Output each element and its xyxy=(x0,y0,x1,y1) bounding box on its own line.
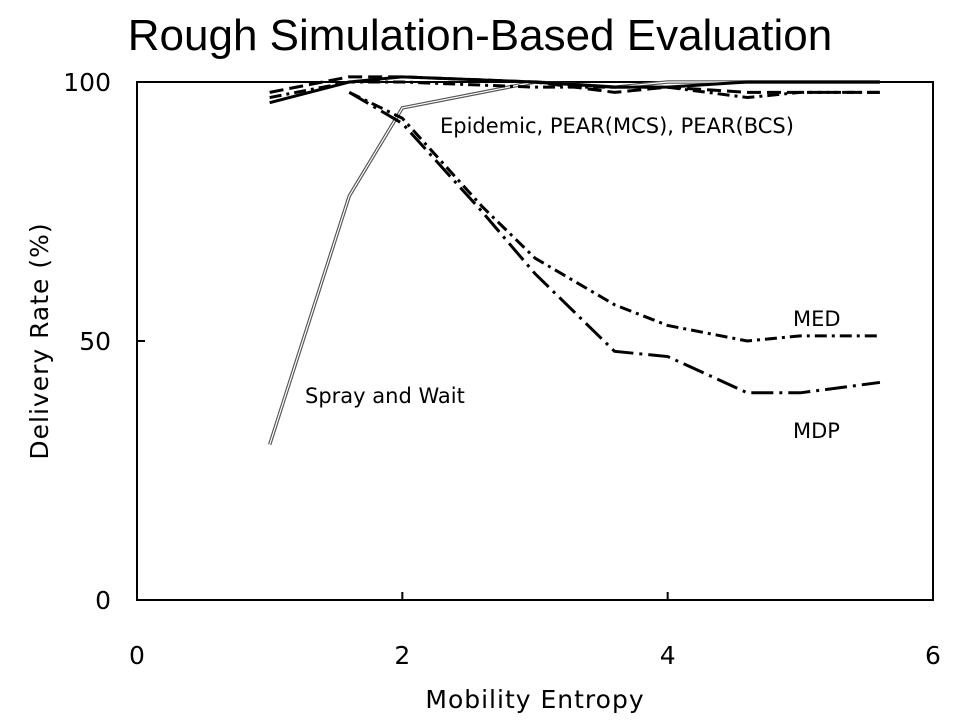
series-line-mdp xyxy=(348,91,881,395)
annotation-epidemic-pear: Epidemic, PEAR(MCS), PEAR(BCS) xyxy=(440,114,794,138)
x-tick-label: 0 xyxy=(129,641,145,670)
y-tick-label: 0 xyxy=(95,586,111,615)
x-axis-label: Mobility Entropy xyxy=(425,685,644,714)
x-tick-label: 2 xyxy=(394,641,410,670)
annotation-med: MED xyxy=(793,307,841,331)
series-line-pear-mcs xyxy=(269,75,880,94)
annotation-spray-and-wait: Spray and Wait xyxy=(305,384,465,408)
axis-ticks xyxy=(136,81,934,601)
data-series xyxy=(267,75,881,446)
series-line-med xyxy=(348,91,880,343)
x-tick-label: 4 xyxy=(660,641,676,670)
x-tick-label: 6 xyxy=(925,641,941,670)
axis-tick-labels: 0 2 4 6 0 50 100 xyxy=(63,68,941,670)
annotation-mdp: MDP xyxy=(793,419,840,443)
chart-title: Rough Simulation-Based Evaluation xyxy=(128,11,832,60)
y-tick-label: 100 xyxy=(63,68,111,97)
plot-area-frame xyxy=(136,81,934,601)
y-tick-label: 50 xyxy=(79,327,111,356)
y-axis-label: Delivery Rate (%) xyxy=(25,222,54,459)
series-line-epidemic xyxy=(269,75,880,105)
